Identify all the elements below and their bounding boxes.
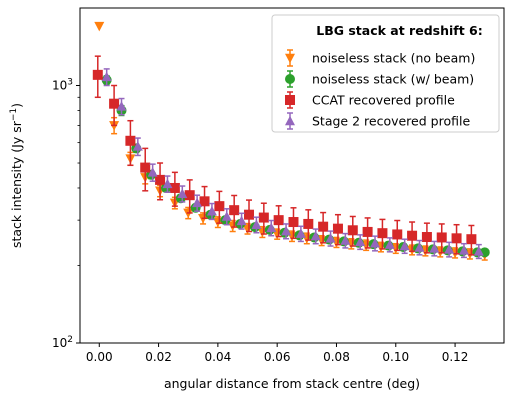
data-point	[266, 222, 277, 233]
data-point	[184, 190, 195, 201]
data-point	[206, 205, 217, 216]
legend-label: CCAT recovered profile	[312, 93, 455, 108]
data-point	[310, 230, 321, 241]
data-point	[251, 219, 262, 229]
data-point	[399, 240, 410, 251]
data-point	[258, 212, 269, 223]
data-point	[421, 232, 432, 243]
data-point	[407, 230, 418, 241]
data-point	[155, 174, 166, 185]
y-axis-title-close: )	[9, 103, 24, 108]
data-point	[281, 225, 292, 236]
data-point	[177, 188, 188, 198]
data-point	[473, 246, 484, 256]
series-3	[92, 55, 477, 256]
data-point	[436, 232, 447, 243]
y-tick-label: 102	[52, 335, 73, 350]
data-point	[325, 233, 336, 243]
legend-marker	[285, 115, 295, 126]
data-point	[340, 235, 351, 245]
data-point	[169, 182, 180, 193]
legend-item: noiseless stack (w/ beam)	[285, 70, 474, 88]
x-tick-label: 0.08	[323, 350, 350, 364]
data-point	[347, 225, 358, 236]
data-point	[101, 71, 112, 82]
x-tick-label: 0.12	[442, 350, 469, 364]
legend-marker	[285, 74, 295, 84]
legend-label: noiseless stack (w/ beam)	[312, 72, 474, 87]
data-point	[370, 238, 381, 248]
y-axis-title-main: stack intensity (Jy sr	[9, 120, 24, 248]
data-point	[109, 98, 120, 109]
x-tick-label: 0.06	[264, 350, 291, 364]
legend-item: noiseless stack (no beam)	[285, 49, 475, 67]
data-point	[94, 21, 105, 32]
data-point	[273, 215, 284, 226]
data-point	[429, 243, 440, 253]
data-point	[92, 69, 103, 80]
data-point	[355, 236, 366, 247]
data-point	[162, 178, 173, 189]
legend-title: LBG stack at redshift 6:	[316, 23, 482, 38]
y-axis-title: stack intensity (Jy sr−1)	[9, 103, 24, 248]
legend-item: Stage 2 recovered profile	[285, 112, 470, 130]
data-point	[244, 209, 255, 220]
data-point	[451, 233, 462, 244]
data-point	[192, 197, 203, 208]
plot-frame	[79, 7, 505, 344]
series-layer	[92, 21, 490, 261]
y-axis-title-sup: −1	[9, 108, 19, 121]
data-point	[377, 228, 388, 239]
data-point	[116, 101, 127, 111]
x-ticks: 0.00 0.02 0.04 0.06 0.08 0.10 0.12	[86, 343, 469, 364]
x-tick-label: 0.02	[145, 350, 172, 364]
series-4	[101, 68, 484, 260]
legend-box	[271, 14, 500, 133]
data-point	[214, 201, 225, 212]
data-point	[199, 196, 210, 207]
data-point	[236, 215, 247, 226]
legend-marker	[285, 53, 295, 64]
y-ticks: 102 103	[52, 78, 80, 350]
data-point	[414, 242, 425, 252]
x-tick-label: 0.00	[86, 350, 113, 364]
x-axis-title: angular distance from stack centre (deg)	[164, 376, 420, 391]
data-point	[303, 218, 314, 229]
legend-label: noiseless stack (no beam)	[312, 51, 475, 66]
data-point	[444, 244, 455, 254]
x-tick-label: 0.04	[205, 350, 232, 364]
legend-label: Stage 2 recovered profile	[312, 114, 470, 129]
data-point	[332, 223, 343, 234]
data-point	[384, 239, 395, 249]
data-point	[458, 245, 469, 255]
data-point	[318, 221, 329, 232]
data-point	[466, 234, 477, 245]
data-point	[295, 228, 306, 238]
data-point	[125, 135, 136, 146]
data-point	[229, 205, 240, 216]
legend-marker	[285, 95, 295, 105]
data-point	[221, 211, 232, 221]
data-point	[140, 162, 151, 173]
legend-item: CCAT recovered profile	[285, 91, 455, 109]
legend-entries: noiseless stack (no beam) noiseless stack…	[285, 49, 475, 130]
legend: LBG stack at redshift 6: noiseless stack…	[271, 14, 500, 133]
data-point	[362, 226, 373, 237]
data-point	[288, 217, 299, 228]
data-point	[147, 167, 158, 177]
data-point	[132, 141, 143, 151]
x-tick-label: 0.10	[382, 350, 409, 364]
y-tick-label: 103	[52, 78, 73, 93]
data-point	[392, 229, 403, 240]
